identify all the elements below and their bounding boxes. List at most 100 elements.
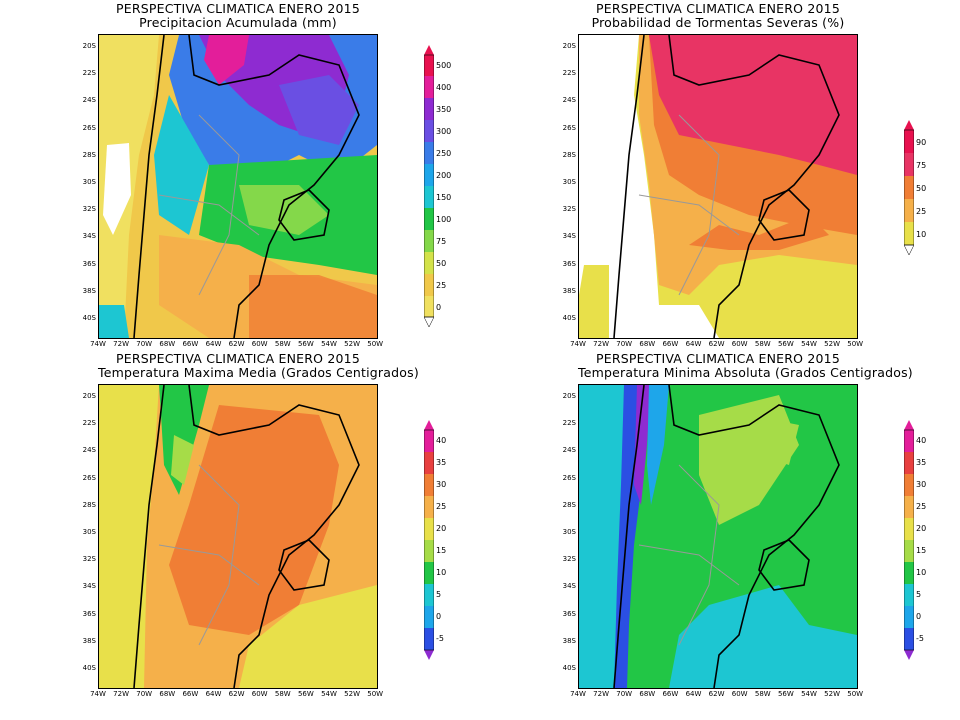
latitude-label: 40S [82,314,96,322]
longitude-label: 70W [616,690,633,698]
title-line-2: Precipitacion Acumulada (mm) [139,15,337,30]
colorbar-label: 0 [916,612,922,621]
panel-title: PERSPECTIVA CLIMATICA ENERO 2015 Probabi… [578,2,858,30]
longitude-label: 68W [159,340,176,348]
longitude-label: 64W [685,690,702,698]
colorbar-label: 500 [436,61,452,70]
longitude-label: 58W [754,340,771,348]
latitude-label: 32S [82,555,96,564]
map-temperatura-maxima [98,384,378,689]
colorbar-label: 35 [916,458,927,467]
longitude-label: 70W [616,340,633,348]
latitude-label: 34S [82,582,96,591]
latitude-label: 36S [562,259,576,268]
latitude-label: 24S [82,446,96,455]
latitude-label: 26S [82,473,96,482]
colorbar-label: 100 [436,215,452,224]
colorbar-label: 35 [436,458,447,467]
title-line-1: PERSPECTIVA CLIMATICA ENERO 2015 [596,1,840,16]
longitude-label: 56W [777,340,794,348]
title-line-2: Probabilidad de Tormentas Severas (%) [591,15,845,30]
latitude-label: 40S [562,664,576,672]
colorbar-label: 25 [916,207,927,216]
latitude-label: 38S [562,636,576,645]
longitude-label: 66W [662,340,679,348]
colorbar-label: 200 [436,171,452,180]
latitude-label: 30S [562,178,576,186]
longitude-label: 66W [182,340,199,348]
colorbar-label: 25 [436,502,447,511]
title-line-1: PERSPECTIVA CLIMATICA ENERO 2015 [116,351,360,366]
longitude-label: 54W [321,340,337,348]
longitude-label: 74W [570,690,586,698]
latitude-label: 24S [562,96,576,105]
longitude-label: 72W [593,690,610,698]
longitude-label: 52W [344,690,361,698]
longitude-label: 66W [662,690,679,698]
latitude-label: 24S [562,446,576,455]
longitude-label: 62W [708,690,725,698]
longitude-label: 72W [593,340,610,348]
longitude-label: 52W [344,340,361,348]
latitude-label: 20S [562,392,576,400]
longitude-label: 68W [639,340,656,348]
latitude-label: 28S [82,500,96,509]
longitude-label: 52W [824,340,841,348]
colorbar: 40 35 30 25 20 15 10 5 0 -5 [903,420,926,660]
colorbar-label: 5 [436,590,442,599]
colorbar: 40 35 30 25 20 15 10 5 0 -5 [423,420,446,660]
longitude-label: 68W [159,690,176,698]
latitude-label: 20S [82,392,96,400]
longitude-label: 54W [321,690,337,698]
colorbar: 500 400 350 300 250 200 150 100 75 50 25… [423,45,451,328]
map-fill [579,35,857,338]
latitude-label: 36S [82,259,96,268]
latitude-label: 30S [562,528,576,536]
latitude-label: 38S [562,286,576,295]
colorbar-label: 25 [436,281,447,290]
colorbar-label: 250 [436,149,452,158]
latitude-label: 30S [82,178,96,186]
longitude-label: 62W [708,340,725,348]
latitude-label: 38S [82,286,96,295]
title-line-1: PERSPECTIVA CLIMATICA ENERO 2015 [116,1,360,16]
latitude-label: 32S [562,555,576,564]
longitude-label: 66W [182,690,199,698]
panel-title: PERSPECTIVA CLIMATICA ENERO 2015 Tempera… [578,352,913,380]
latitude-label: 34S [562,582,576,591]
panel-tormentas: PERSPECTIVA CLIMATICA ENERO 2015 Probabi… [480,0,960,360]
latitude-label: 26S [562,123,576,132]
latitude-label: 32S [82,205,96,214]
colorbar-label: 400 [436,83,452,92]
colorbar-label: 10 [916,568,927,577]
colorbar-swatches [903,420,915,660]
latitude-label: 34S [562,232,576,241]
latitude-label: 34S [82,232,96,241]
colorbar-label: 40 [436,436,447,445]
longitude-label: 56W [777,690,794,698]
panel-temperatura-maxima: PERSPECTIVA CLIMATICA ENERO 2015 Tempera… [0,352,480,720]
longitude-label: 54W [801,340,817,348]
colorbar-label: 20 [916,524,927,533]
latitude-label: 26S [82,123,96,132]
title-line-2: Temperatura Minima Absoluta (Grados Cent… [578,365,913,380]
longitude-label: 54W [801,690,817,698]
longitude-label: 72W [113,690,130,698]
latitude-label: 26S [562,473,576,482]
longitude-label: 72W [113,340,130,348]
longitude-label: 70W [136,690,153,698]
latitude-label: 20S [82,42,96,50]
map-fill [99,35,377,338]
latitude-label: 24S [82,96,96,105]
colorbar-swatches [423,45,435,328]
colorbar-label: -5 [436,634,444,643]
colorbar-swatches [423,420,435,660]
panel-temperatura-minima: PERSPECTIVA CLIMATICA ENERO 2015 Tempera… [480,352,960,720]
latitude-label: 40S [82,664,96,672]
colorbar-label: 0 [436,303,442,312]
colorbar-label: 75 [916,161,927,170]
longitude-label: 58W [754,690,771,698]
colorbar-label: 10 [436,568,447,577]
longitude-label: 74W [90,340,106,348]
latitude-label: 22S [562,419,576,428]
